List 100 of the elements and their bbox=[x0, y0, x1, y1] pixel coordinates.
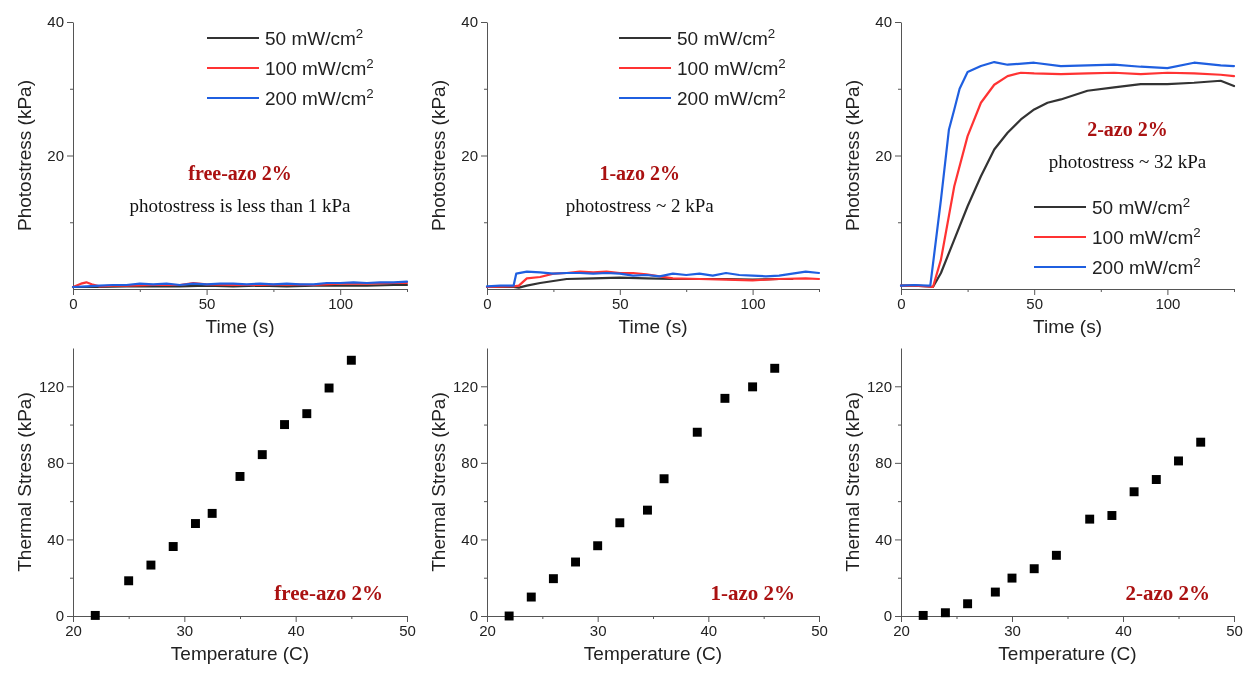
point bbox=[615, 518, 625, 528]
x-tick-label: 0 bbox=[483, 294, 492, 312]
point bbox=[1151, 475, 1161, 484]
point bbox=[124, 576, 134, 586]
annotation: photostress ~ 2 kPa bbox=[565, 195, 715, 216]
legend-label: 100 mW/cm$^{2}$ bbox=[677, 55, 786, 79]
point bbox=[324, 383, 334, 393]
x-tick-label: 0 bbox=[69, 294, 78, 312]
point bbox=[659, 474, 669, 484]
point bbox=[571, 557, 581, 567]
point bbox=[1007, 573, 1017, 583]
point bbox=[168, 542, 178, 551]
legend-label: 200 mW/cm$^{2}$ bbox=[265, 85, 374, 109]
x-axis-title: Time (s) bbox=[1033, 316, 1102, 337]
y-tick-label: 80 bbox=[461, 454, 478, 472]
x-tick-label: 30 bbox=[589, 621, 607, 639]
y-tick-label: 40 bbox=[875, 13, 892, 31]
y-tick-label: 120 bbox=[38, 377, 64, 395]
point bbox=[770, 363, 780, 373]
point bbox=[526, 592, 536, 602]
x-tick-label: 50 bbox=[611, 294, 629, 312]
annotation: 1-azo 2% bbox=[599, 162, 680, 184]
x-tick-label: 50 bbox=[811, 621, 828, 639]
point bbox=[207, 508, 217, 518]
x-axis-title: Time (s) bbox=[205, 316, 275, 337]
point bbox=[190, 519, 200, 529]
point bbox=[1196, 437, 1206, 447]
x-tick-label: 50 bbox=[1226, 621, 1243, 639]
y-tick-label: 0 bbox=[55, 607, 64, 625]
x-tick-label: 20 bbox=[479, 621, 496, 639]
x-tick-label: 40 bbox=[1115, 621, 1132, 639]
y-tick-label: 40 bbox=[875, 530, 892, 548]
point bbox=[548, 574, 558, 584]
legend-label: 200 mW/cm$^{2}$ bbox=[1092, 254, 1201, 278]
point bbox=[918, 610, 928, 620]
x-tick-label: 100 bbox=[740, 294, 766, 312]
x-tick-label: 20 bbox=[893, 621, 910, 639]
x-tick-label: 100 bbox=[1155, 294, 1181, 312]
legend-label: 50 mW/cm$^{2}$ bbox=[1092, 194, 1191, 218]
legend-label: 50 mW/cm$^{2}$ bbox=[677, 25, 776, 49]
point bbox=[235, 471, 245, 481]
point bbox=[146, 560, 156, 570]
annotation: 2-azo 2% bbox=[1125, 581, 1210, 605]
annotation: photostress is less than 1 kPa bbox=[129, 195, 352, 216]
point bbox=[963, 599, 973, 609]
y-tick-label: 40 bbox=[461, 13, 478, 31]
point bbox=[748, 382, 758, 392]
annotation: photostress ~ 32 kPa bbox=[1048, 151, 1207, 172]
y-tick-label: 40 bbox=[47, 530, 64, 548]
x-tick-label: 50 bbox=[198, 294, 216, 312]
legend-label: 100 mW/cm$^{2}$ bbox=[265, 55, 374, 79]
point bbox=[593, 541, 603, 551]
y-tick-label: 0 bbox=[883, 607, 892, 625]
legend-label: 100 mW/cm$^{2}$ bbox=[1092, 224, 1201, 248]
point bbox=[1174, 456, 1183, 466]
y-tick-label: 20 bbox=[47, 146, 64, 164]
x-tick-label: 0 bbox=[897, 294, 906, 312]
y-tick-label: 120 bbox=[866, 377, 892, 395]
x-tick-label: 40 bbox=[700, 621, 718, 639]
annotation: free-azo 2% bbox=[274, 581, 383, 605]
y-axis-title: Photostress (kPa) bbox=[14, 80, 35, 231]
y-axis-title: Photostress (kPa) bbox=[428, 80, 449, 231]
point bbox=[90, 610, 100, 620]
x-axis-title: Temperature (C) bbox=[170, 643, 310, 664]
x-axis-title: Time (s) bbox=[618, 316, 688, 337]
point bbox=[302, 409, 312, 419]
annotation: free-azo 2% bbox=[188, 162, 292, 184]
y-axis-title: Thermal Stress (kPa) bbox=[14, 392, 35, 572]
x-tick-label: 30 bbox=[1004, 621, 1021, 639]
point bbox=[1129, 487, 1139, 497]
x-tick-label: 30 bbox=[176, 621, 194, 639]
x-tick-label: 20 bbox=[65, 621, 82, 639]
point bbox=[990, 587, 1000, 597]
y-tick-label: 80 bbox=[875, 454, 892, 472]
point bbox=[504, 611, 514, 621]
x-axis-title: Temperature (C) bbox=[998, 643, 1137, 664]
y-tick-label: 20 bbox=[875, 146, 892, 164]
point bbox=[1029, 564, 1039, 574]
y-axis-title: Thermal Stress (kPa) bbox=[428, 392, 449, 572]
point bbox=[1085, 514, 1095, 524]
y-tick-label: 40 bbox=[47, 13, 64, 31]
point bbox=[257, 450, 267, 460]
point bbox=[1051, 550, 1061, 560]
y-tick-label: 0 bbox=[469, 607, 478, 625]
x-axis-title: Temperature (C) bbox=[583, 643, 723, 664]
point bbox=[940, 608, 950, 618]
x-tick-label: 100 bbox=[328, 294, 354, 312]
annotation: 1-azo 2% bbox=[710, 581, 795, 605]
x-tick-label: 40 bbox=[287, 621, 305, 639]
y-tick-label: 80 bbox=[47, 454, 64, 472]
y-tick-label: 40 bbox=[461, 530, 478, 548]
legend-label: 50 mW/cm$^{2}$ bbox=[265, 25, 364, 49]
point bbox=[720, 393, 730, 403]
x-tick-label: 50 bbox=[1026, 294, 1044, 312]
point bbox=[1107, 511, 1117, 520]
point bbox=[346, 355, 356, 365]
y-axis-title: Photostress (kPa) bbox=[842, 80, 863, 231]
y-axis-title: Thermal Stress (kPa) bbox=[842, 392, 863, 572]
point bbox=[280, 420, 290, 430]
x-tick-label: 50 bbox=[399, 621, 416, 639]
